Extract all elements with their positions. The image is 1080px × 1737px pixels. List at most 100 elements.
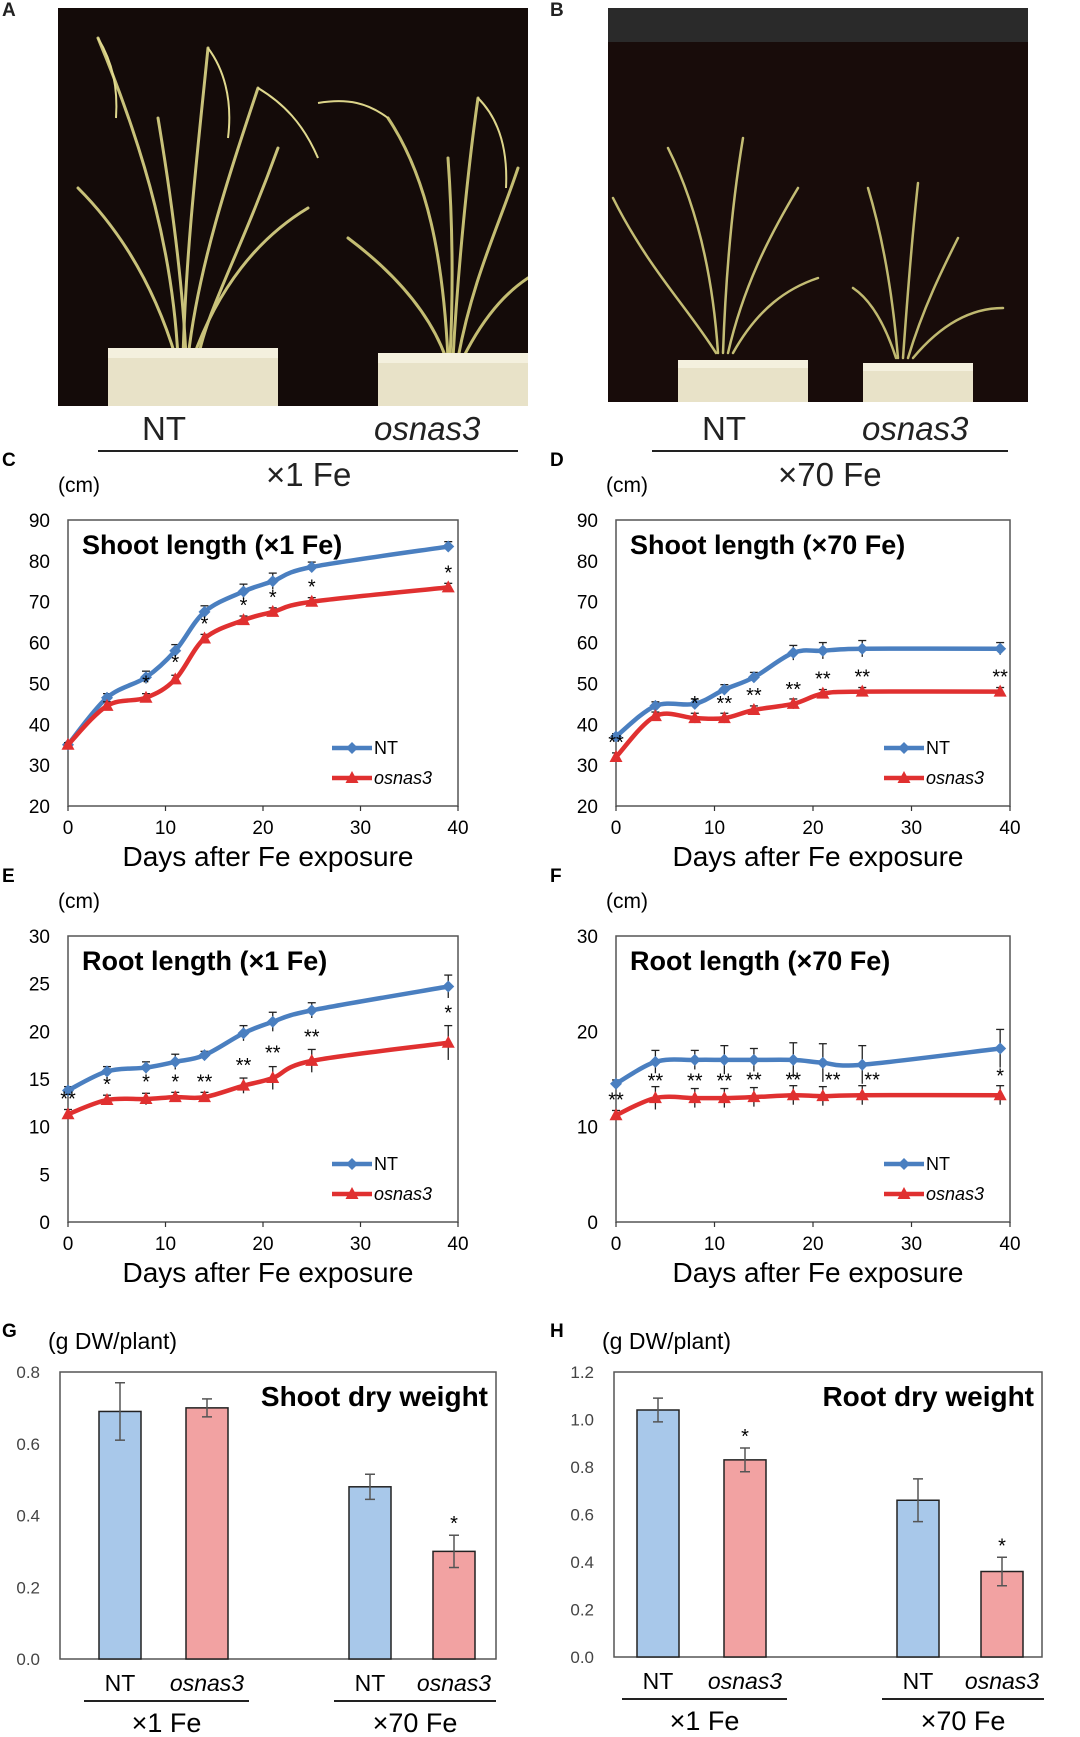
y-tick-label: 0.8	[16, 1363, 40, 1382]
data-point-osnas3	[717, 711, 731, 724]
series-line-osnas3	[615, 1092, 1001, 1118]
legend-label: osnas3	[374, 768, 432, 788]
data-point-nt	[688, 697, 701, 710]
significance-mark: *	[996, 1066, 1004, 1088]
significance-mark: *	[444, 1003, 452, 1025]
bar-label: NT	[643, 1668, 674, 1694]
data-point-osnas3	[747, 702, 761, 715]
significance-mark: **	[608, 732, 624, 754]
bar-osnas3	[723, 1459, 767, 1658]
y-unit: (cm)	[606, 474, 648, 497]
data-point-nt	[856, 642, 869, 655]
chart-shoot-dry-weight: G (g DW/plant) Shoot dry weight 0.0 0.2 0.4 0.…	[2, 1321, 497, 1737]
y-tick-label: 0.6	[570, 1506, 594, 1525]
data-point-nt	[787, 1053, 800, 1066]
label-nt-a: NT	[142, 410, 186, 447]
panel-letter: C	[2, 450, 16, 471]
data-point-osnas3	[139, 690, 153, 703]
y-tick-label: 70	[577, 593, 598, 614]
data-point-nt	[266, 1015, 279, 1028]
panel-letter-a: A	[2, 0, 16, 21]
significance-mark: *	[142, 1071, 150, 1093]
y-tick-label: 20	[577, 1022, 598, 1043]
treatment-a: ×1 Fe	[266, 456, 352, 493]
significance-mark: **	[197, 1071, 213, 1093]
significance-mark: *	[450, 1513, 458, 1535]
series-line-nt	[66, 544, 449, 747]
legend-label: NT	[926, 1154, 950, 1174]
data-point-osnas3	[609, 749, 623, 762]
chart-root-dry-weight: H (g DW/plant) Root dry weight 0.0 0.2 0.4 0.6…	[550, 1321, 1044, 1736]
data-point-osnas3	[441, 580, 455, 593]
data-point-nt	[101, 1065, 113, 1078]
plants-image-b	[608, 8, 1028, 402]
chart-shoot-length-70fe: D (cm) 20 30 40 50 60 70 80 90 0 10 20 30 40 Days after…	[550, 450, 1021, 872]
data-point-osnas3	[237, 1078, 250, 1091]
significance-mark: **	[825, 1069, 841, 1091]
data-point-nt	[305, 560, 318, 573]
data-point-osnas3	[786, 1088, 800, 1101]
data-point-osnas3	[648, 1091, 662, 1104]
y-tick-label: 10	[577, 1118, 598, 1139]
y-tick-label: 20	[29, 797, 50, 818]
data-point-osnas3	[816, 686, 830, 699]
data-point-osnas3	[305, 1053, 319, 1066]
data-point-nt	[442, 980, 455, 993]
y-tick-label: 60	[29, 634, 50, 655]
legend-label: NT	[374, 738, 398, 758]
y-tick-label: 0.0	[16, 1650, 40, 1669]
legend-label: osnas3	[926, 768, 984, 788]
data-point-nt	[649, 1055, 662, 1068]
significance-mark: **	[746, 685, 762, 707]
y-tick-label: 0.4	[570, 1553, 594, 1572]
panel-letter: E	[2, 866, 15, 887]
significance-mark: *	[308, 577, 316, 599]
x-tick-label: 40	[999, 1234, 1020, 1255]
data-point-osnas3	[855, 684, 869, 697]
x-tick-label: 10	[155, 1234, 176, 1255]
y-tick-label: 0	[587, 1213, 598, 1234]
data-point-nt	[305, 1004, 318, 1017]
x-tick-label: 20	[252, 818, 273, 839]
legend-marker	[898, 742, 910, 754]
y-unit: (cm)	[58, 474, 100, 497]
underline-a	[98, 450, 518, 452]
y-tick-label: 0.2	[16, 1578, 40, 1597]
y-tick-label: 60	[577, 634, 598, 655]
data-point-osnas3	[168, 1090, 182, 1103]
significance-mark: **	[786, 1069, 802, 1091]
data-point-osnas3	[786, 696, 800, 709]
significance-mark: **	[236, 1055, 252, 1077]
x-tick-label: 40	[999, 818, 1020, 839]
plot-frame	[613, 1371, 1043, 1658]
significance-mark: **	[717, 1070, 733, 1092]
significance-mark: *	[103, 1074, 111, 1096]
y-tick-label: 80	[577, 552, 598, 573]
y-tick-label: 20	[29, 1022, 50, 1043]
x-tick-label: 20	[802, 818, 823, 839]
x-tick-label: 10	[704, 1234, 725, 1255]
group-label: ×70 Fe	[373, 1708, 458, 1737]
significance-mark: *	[444, 562, 452, 584]
bar-nt	[636, 1409, 680, 1658]
y-tick-label: 0	[39, 1213, 50, 1234]
data-point-nt	[747, 671, 760, 684]
data-point-osnas3	[855, 1088, 869, 1101]
data-point-osnas3	[61, 1107, 75, 1120]
data-point-nt	[442, 540, 455, 553]
significance-mark: **	[304, 1027, 320, 1049]
group-label: ×1 Fe	[670, 1706, 740, 1736]
significance-mark: **	[992, 667, 1008, 689]
data-point-nt	[237, 1027, 250, 1040]
y-tick-label: 10	[29, 1118, 50, 1139]
data-point-nt	[237, 585, 250, 598]
y-tick-label: 5	[39, 1165, 50, 1186]
y-tick-label: 15	[29, 1070, 50, 1091]
data-point-nt	[688, 1053, 701, 1066]
bar-label: osnas3	[708, 1668, 782, 1694]
significance-mark: **	[265, 1043, 281, 1065]
data-point-nt	[649, 699, 662, 712]
bar-label: osnas3	[965, 1668, 1039, 1694]
significance-mark: **	[746, 1069, 762, 1091]
y-unit: (g DW/plant)	[48, 1328, 177, 1354]
